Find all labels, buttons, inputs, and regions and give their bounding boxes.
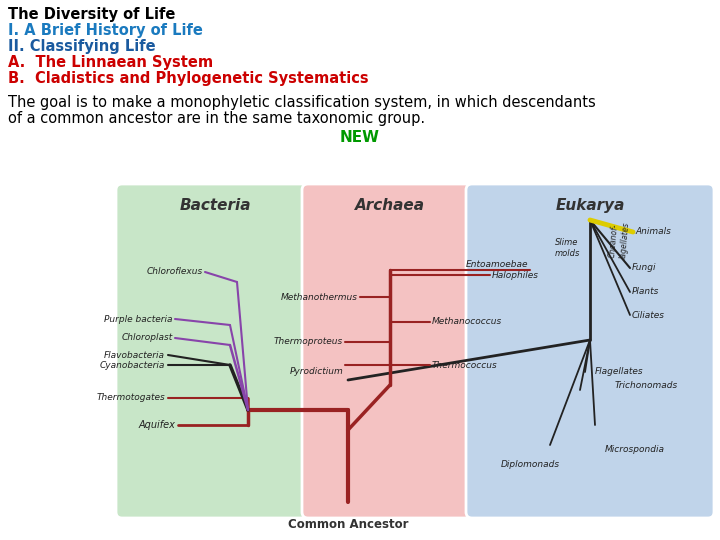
- Text: A.  The Linnaean System: A. The Linnaean System: [8, 55, 213, 70]
- Text: Flagellates: Flagellates: [595, 368, 644, 376]
- Text: Chloroflexus: Chloroflexus: [147, 267, 203, 276]
- Text: Pyrodictium: Pyrodictium: [289, 367, 343, 376]
- Text: Aquifex: Aquifex: [138, 420, 175, 430]
- Text: Entoamoebae: Entoamoebae: [466, 260, 528, 269]
- Text: Slime
molds: Slime molds: [555, 238, 580, 258]
- Text: Thermococcus: Thermococcus: [432, 361, 498, 369]
- Text: of a common ancestor are in the same taxonomic group.: of a common ancestor are in the same tax…: [8, 111, 425, 126]
- Text: Trichonomads: Trichonomads: [615, 381, 678, 389]
- Text: Ciliates: Ciliates: [632, 310, 665, 320]
- Text: Halophiles: Halophiles: [492, 271, 539, 280]
- Text: B.  Cladistics and Phylogenetic Systematics: B. Cladistics and Phylogenetic Systemati…: [8, 71, 369, 86]
- Text: Common Ancestor: Common Ancestor: [288, 518, 408, 531]
- Text: The Diversity of Life: The Diversity of Life: [8, 7, 176, 22]
- Text: Diplomonads: Diplomonads: [500, 460, 559, 469]
- Text: Eukarya: Eukarya: [555, 198, 625, 213]
- Text: The goal is to make a monophyletic classification system, in which descendants: The goal is to make a monophyletic class…: [8, 95, 595, 110]
- Text: Cyanobacteria: Cyanobacteria: [99, 361, 165, 369]
- FancyBboxPatch shape: [466, 184, 714, 518]
- Text: Thermoproteus: Thermoproteus: [274, 338, 343, 347]
- FancyBboxPatch shape: [116, 184, 314, 518]
- Text: Purple bacteria: Purple bacteria: [104, 314, 173, 323]
- Text: NEW: NEW: [340, 130, 380, 145]
- Text: II. Classifying Life: II. Classifying Life: [8, 39, 156, 54]
- Text: Microspondia: Microspondia: [605, 445, 665, 454]
- Text: Thermotogates: Thermotogates: [96, 394, 165, 402]
- Text: I. A Brief History of Life: I. A Brief History of Life: [8, 23, 203, 38]
- Text: Plants: Plants: [632, 287, 660, 296]
- Text: Archaea: Archaea: [355, 198, 425, 213]
- Text: Animals: Animals: [635, 227, 671, 237]
- Text: Chloroplast: Chloroplast: [122, 334, 173, 342]
- Text: Choanof-
lagellates: Choanof- lagellates: [608, 221, 631, 259]
- Text: Methanococcus: Methanococcus: [432, 318, 503, 327]
- Text: Fungi: Fungi: [632, 264, 657, 273]
- Text: Bacteria: Bacteria: [179, 198, 251, 213]
- FancyBboxPatch shape: [302, 184, 478, 518]
- Text: Methanothermus: Methanothermus: [281, 293, 358, 301]
- Text: Flavobacteria: Flavobacteria: [104, 350, 165, 360]
